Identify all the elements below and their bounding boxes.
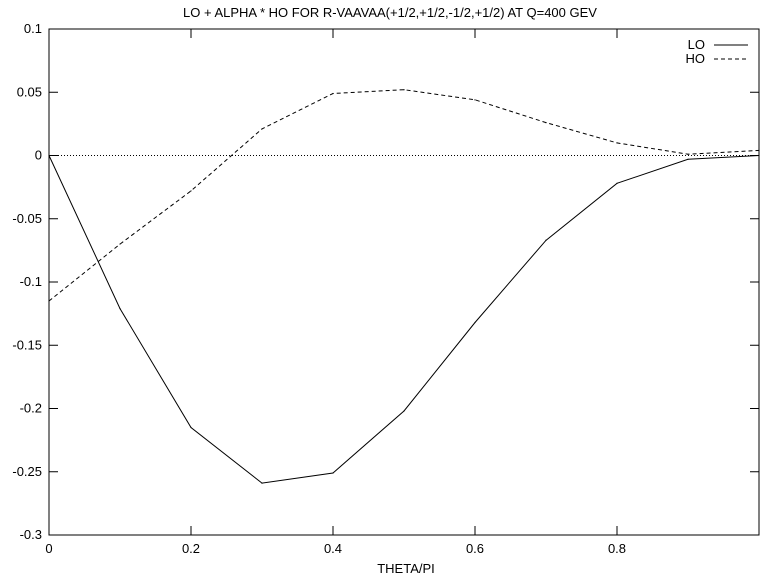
y-tick-label: 0 xyxy=(35,148,42,163)
data-point-ho xyxy=(261,128,263,130)
y-tick-label: -0.25 xyxy=(12,464,42,479)
data-point-ho xyxy=(190,190,192,192)
data-point-lo xyxy=(616,182,618,184)
data-point-lo xyxy=(758,154,760,157)
y-tick-label: -0.05 xyxy=(12,211,42,226)
y-tick-label: -0.2 xyxy=(20,401,42,416)
data-point-lo xyxy=(332,472,334,474)
y-tick-label: -0.15 xyxy=(12,337,42,352)
data-point-lo xyxy=(190,426,192,429)
plot-frame xyxy=(48,28,760,536)
x-tick-label: 0.6 xyxy=(466,541,484,556)
data-point-ho xyxy=(616,142,618,144)
data-point-ho xyxy=(545,122,547,124)
data-point-ho xyxy=(758,149,760,152)
data-point-lo xyxy=(545,239,547,241)
data-point-lo xyxy=(119,307,121,310)
x-tick-label: 0.8 xyxy=(608,541,626,556)
series-line-lo xyxy=(48,155,760,484)
legend-label-ho: HO xyxy=(686,51,706,66)
y-tick-label: -0.3 xyxy=(20,527,42,542)
series-line-ho xyxy=(48,89,760,302)
data-point-lo xyxy=(261,482,263,484)
x-tick-label: 0.2 xyxy=(182,541,200,556)
data-point-ho xyxy=(687,153,689,155)
y-tick-label: 0.1 xyxy=(24,21,42,36)
data-point-ho xyxy=(48,300,50,302)
y-tick-label: -0.1 xyxy=(20,274,42,289)
plot-area: -0.3 -0.25 -0.2 -0.15 -0.1 -0.05 0 0.05 0.1 0 0.2 0… xyxy=(12,21,760,556)
data-point-lo xyxy=(48,154,50,157)
data-point-lo xyxy=(687,158,689,160)
data-point-ho xyxy=(403,89,405,91)
data-point-lo xyxy=(474,321,476,324)
data-point-ho xyxy=(332,92,334,95)
y-tick-label: 0.05 xyxy=(17,84,42,99)
x-tick-label: 0.4 xyxy=(324,541,342,556)
x-tick-label: 0 xyxy=(45,541,52,556)
data-point-ho xyxy=(119,243,121,245)
chart-title: LO + ALPHA * HO FOR R-VAAVAA(+1/2,+1/2,-… xyxy=(183,5,597,20)
x-axis-label: THETA/PI xyxy=(377,561,435,576)
data-point-lo xyxy=(403,410,405,412)
legend-label-lo: LO xyxy=(688,37,705,52)
data-point-ho xyxy=(474,99,476,101)
